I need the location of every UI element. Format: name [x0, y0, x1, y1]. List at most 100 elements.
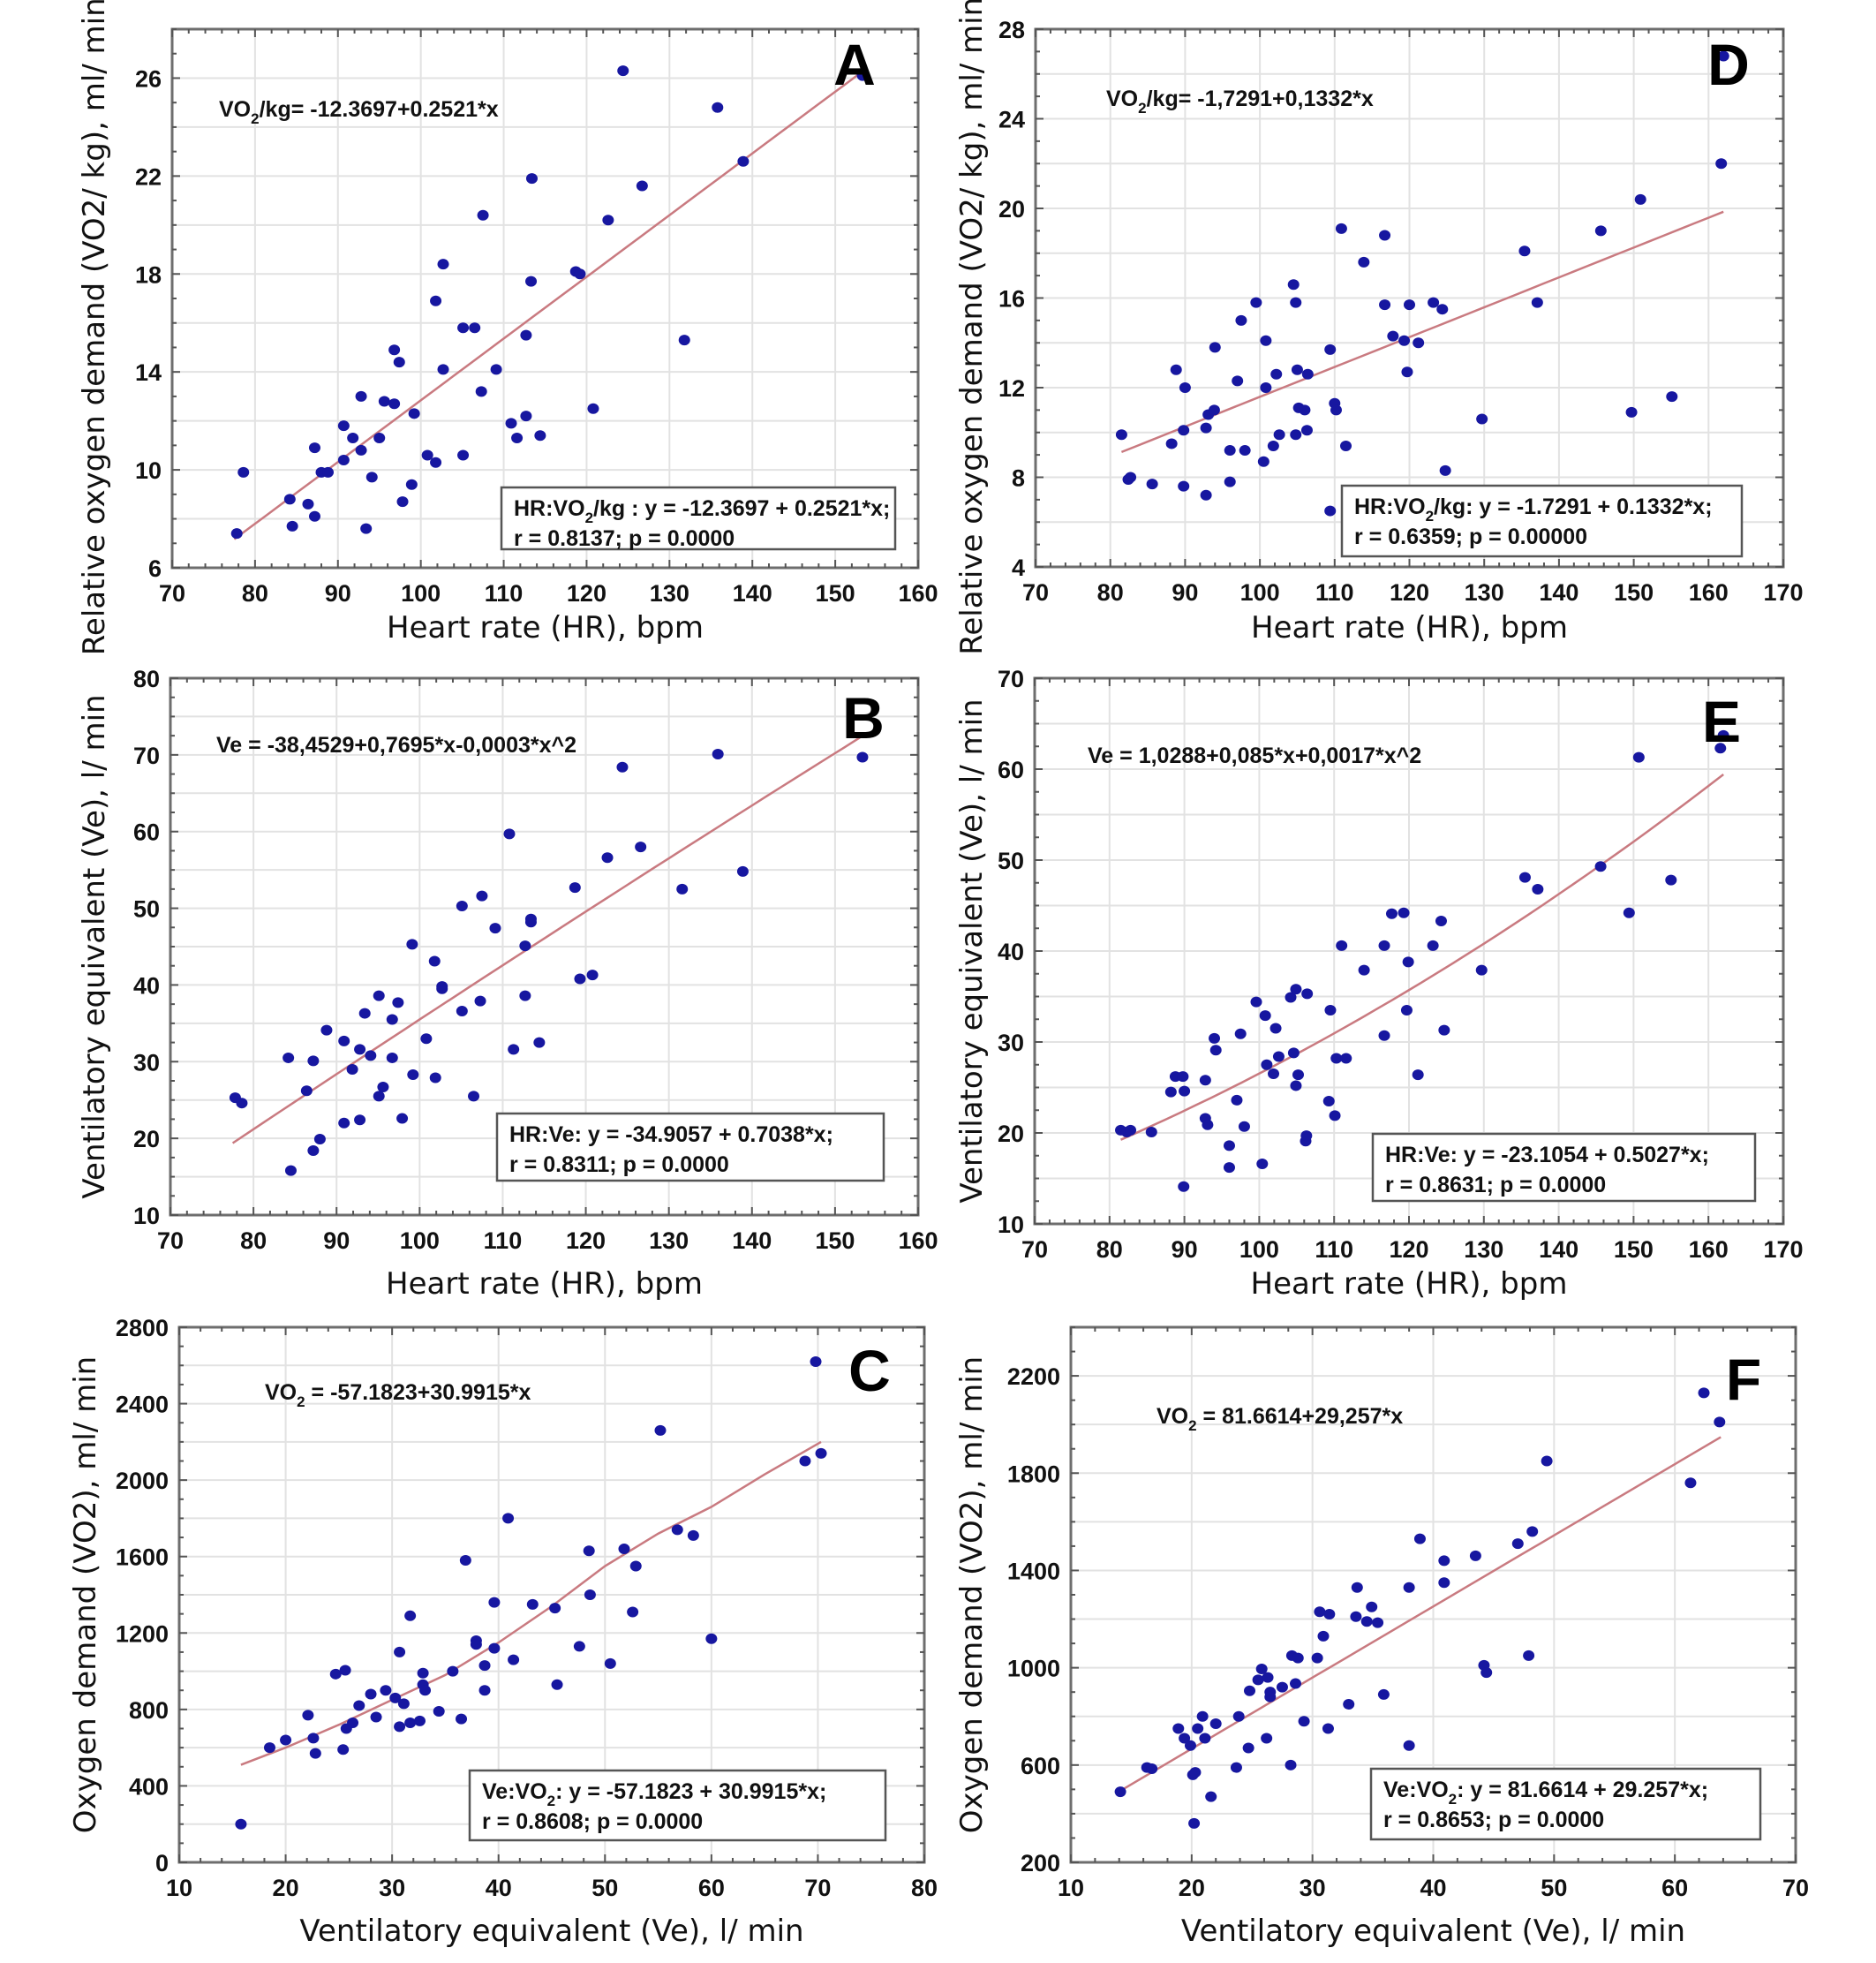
data-point [1340, 1053, 1352, 1064]
data-point [815, 1447, 827, 1459]
data-point [309, 1748, 321, 1759]
equation-suffix: = 81.6614+29,257*x [1197, 1404, 1404, 1429]
data-point [377, 1081, 389, 1092]
x-axis-title: Ventilatory equivalent (Ve), l/ min [1181, 1914, 1685, 1949]
y-tick-label: 2200 [1007, 1363, 1060, 1390]
x-tick-label: 110 [484, 1227, 523, 1254]
data-point [307, 1055, 320, 1067]
data-point [1260, 335, 1272, 346]
x-tick-label: 50 [1541, 1875, 1567, 1901]
fit-equation: VO2 = 81.6614+29,257*x [1156, 1404, 1403, 1434]
data-point [1290, 984, 1302, 995]
data-point [1209, 1718, 1222, 1729]
x-tick-label: 140 [732, 1227, 772, 1254]
data-point [1199, 1075, 1211, 1086]
data-point [1594, 861, 1607, 872]
data-point [1322, 1095, 1335, 1106]
x-tick-label: 30 [1300, 1875, 1326, 1901]
data-point [286, 520, 298, 532]
stats-subscript: 2 [585, 510, 593, 526]
y-tick-label: 60 [133, 819, 160, 846]
y-axis-title: Relative oxygen demand (VO2/ kg), ml/ mi… [954, 0, 990, 655]
data-point [574, 268, 586, 280]
data-point [1469, 1550, 1481, 1561]
data-point [337, 1744, 350, 1755]
x-tick-label: 80 [240, 1227, 267, 1254]
data-point [308, 442, 320, 454]
x-tick-label: 80 [1097, 579, 1124, 606]
data-point [503, 828, 516, 840]
stats-line-2: r = 0.8311; p = 0.0000 [509, 1152, 729, 1177]
data-point [358, 1008, 371, 1019]
data-point [300, 1085, 313, 1097]
x-tick-label: 50 [591, 1875, 618, 1901]
x-axis-title: Heart rate (HR), bpm [386, 1266, 703, 1302]
data-point [389, 1692, 402, 1703]
data-point [1323, 1609, 1336, 1620]
data-point [1350, 1611, 1362, 1622]
data-point [1223, 1140, 1235, 1151]
data-point [1178, 480, 1190, 492]
x-tick-label: 70 [1782, 1875, 1809, 1901]
data-point [353, 1700, 365, 1711]
data-point [396, 1113, 409, 1124]
panel-a: 70 80 90 100 110 120 130 140 150 16061014182226He… [77, 0, 938, 655]
data-point [437, 364, 449, 375]
data-point [636, 180, 648, 192]
y-tick-label: 70 [998, 666, 1024, 692]
y-tick-label: 6 [148, 555, 162, 582]
data-point [1196, 1710, 1209, 1722]
data-point [1184, 1740, 1196, 1751]
fit-equation: VO2/kg= -1,7291+0,1332*x [1106, 87, 1374, 117]
data-point [1179, 382, 1191, 393]
data-point [373, 990, 385, 1001]
data-point [587, 403, 599, 414]
x-tick-label: 150 [1614, 579, 1654, 606]
data-point [457, 322, 470, 334]
regression-line [1120, 1436, 1722, 1792]
data-point [1267, 440, 1279, 451]
x-tick-label: 150 [815, 1227, 855, 1254]
data-point [490, 364, 502, 375]
data-point [1235, 314, 1247, 326]
x-tick-label: 80 [1096, 1236, 1123, 1263]
x-tick-label: 150 [816, 580, 855, 607]
data-point [329, 1668, 342, 1680]
data-point [1291, 364, 1303, 375]
stats-line-1: HR:VO2/kg : y = -12.3697 + 0.2521*x; [514, 496, 890, 526]
data-point [230, 528, 243, 540]
data-point [337, 420, 350, 432]
y-tick-label: 10 [998, 1212, 1024, 1238]
data-point [1314, 1606, 1326, 1618]
data-point [1343, 1698, 1355, 1710]
data-point [1268, 1068, 1280, 1080]
x-tick-label: 90 [1172, 1236, 1198, 1263]
plot-area [170, 27, 920, 570]
data-point [616, 761, 629, 773]
data-point [1439, 464, 1451, 476]
regression-line [1120, 210, 1724, 454]
equation-prefix: VO [219, 97, 251, 122]
data-point [551, 1679, 563, 1690]
x-tick-label: 90 [1172, 579, 1198, 606]
stats-suffix: /kg: y = -1.7291 + 0.1332*x; [1434, 495, 1713, 519]
data-point [433, 1706, 445, 1718]
data-point [380, 1685, 392, 1696]
panel-label: C [848, 1338, 891, 1403]
y-tick-label: 40 [998, 939, 1024, 965]
y-tick-label: 2800 [116, 1315, 169, 1341]
data-point [525, 173, 538, 185]
data-point [237, 466, 250, 478]
x-tick-label: 20 [273, 1875, 299, 1901]
data-point [584, 1589, 596, 1600]
x-tick-label: 130 [1465, 579, 1504, 606]
data-point [1532, 883, 1544, 895]
data-point [1360, 1616, 1373, 1627]
data-point [430, 295, 442, 306]
data-point [322, 466, 335, 478]
data-point [1340, 440, 1352, 451]
data-point [526, 1598, 539, 1610]
data-point [1260, 382, 1272, 393]
data-point [478, 1685, 491, 1696]
y-tick-label: 16 [998, 286, 1025, 313]
